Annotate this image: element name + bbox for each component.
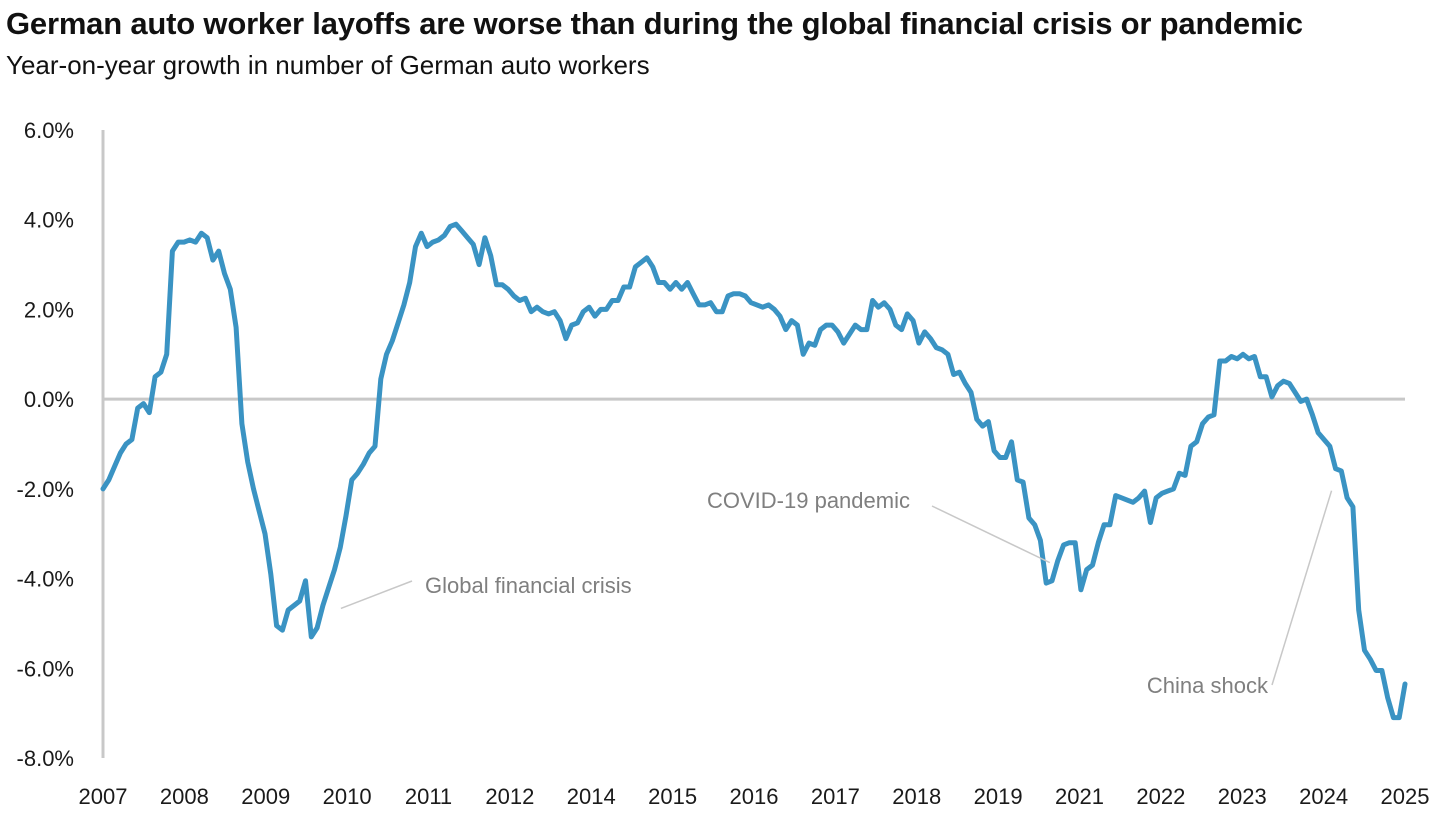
x-tick-label: 2008 — [160, 784, 209, 809]
x-tick-label: 2011 — [405, 784, 452, 809]
annotation-leader-line — [931, 505, 1051, 564]
x-tick-label: 2015 — [648, 784, 697, 809]
x-tick-label: 2017 — [811, 784, 860, 809]
y-tick-label: 4.0% — [24, 208, 74, 233]
annotation-label: China shock — [1147, 673, 1269, 698]
y-tick-label: 2.0% — [24, 297, 74, 322]
x-tick-label: 2019 — [974, 784, 1023, 809]
x-tick-label: 2023 — [1218, 784, 1267, 809]
x-tick-label: 2010 — [323, 784, 372, 809]
y-tick-label: -2.0% — [17, 477, 74, 502]
y-tick-label: -8.0% — [17, 746, 74, 771]
chart-subtitle: Year-on-year growth in number of German … — [6, 50, 650, 80]
series-line — [100, 221, 1408, 721]
x-tick-label: 2014 — [567, 784, 616, 809]
x-tick-label: 2012 — [485, 784, 534, 809]
chart-title: German auto worker layoffs are worse tha… — [6, 6, 1303, 41]
x-tick-label: 2022 — [1136, 784, 1185, 809]
y-tick-label: -4.0% — [17, 567, 74, 592]
annotation-leader-line — [340, 580, 413, 610]
y-tick-label: -6.0% — [17, 656, 74, 681]
x-tick-label: 2009 — [241, 784, 290, 809]
annotation-label: COVID-19 pandemic — [707, 488, 910, 513]
x-tick-label: 2024 — [1299, 784, 1348, 809]
y-tick-label: 0.0% — [24, 387, 74, 412]
annotation-label: Global financial crisis — [425, 573, 632, 598]
x-tick-label: 2007 — [79, 784, 128, 809]
x-tick-label: 2018 — [892, 784, 941, 809]
y-tick-label: 6.0% — [24, 118, 74, 143]
annotation-leader-line — [1271, 490, 1333, 686]
x-tick-label: 2021 — [1055, 784, 1104, 809]
x-tick-label: 2025 — [1381, 784, 1430, 809]
x-tick-label: 2016 — [730, 784, 779, 809]
